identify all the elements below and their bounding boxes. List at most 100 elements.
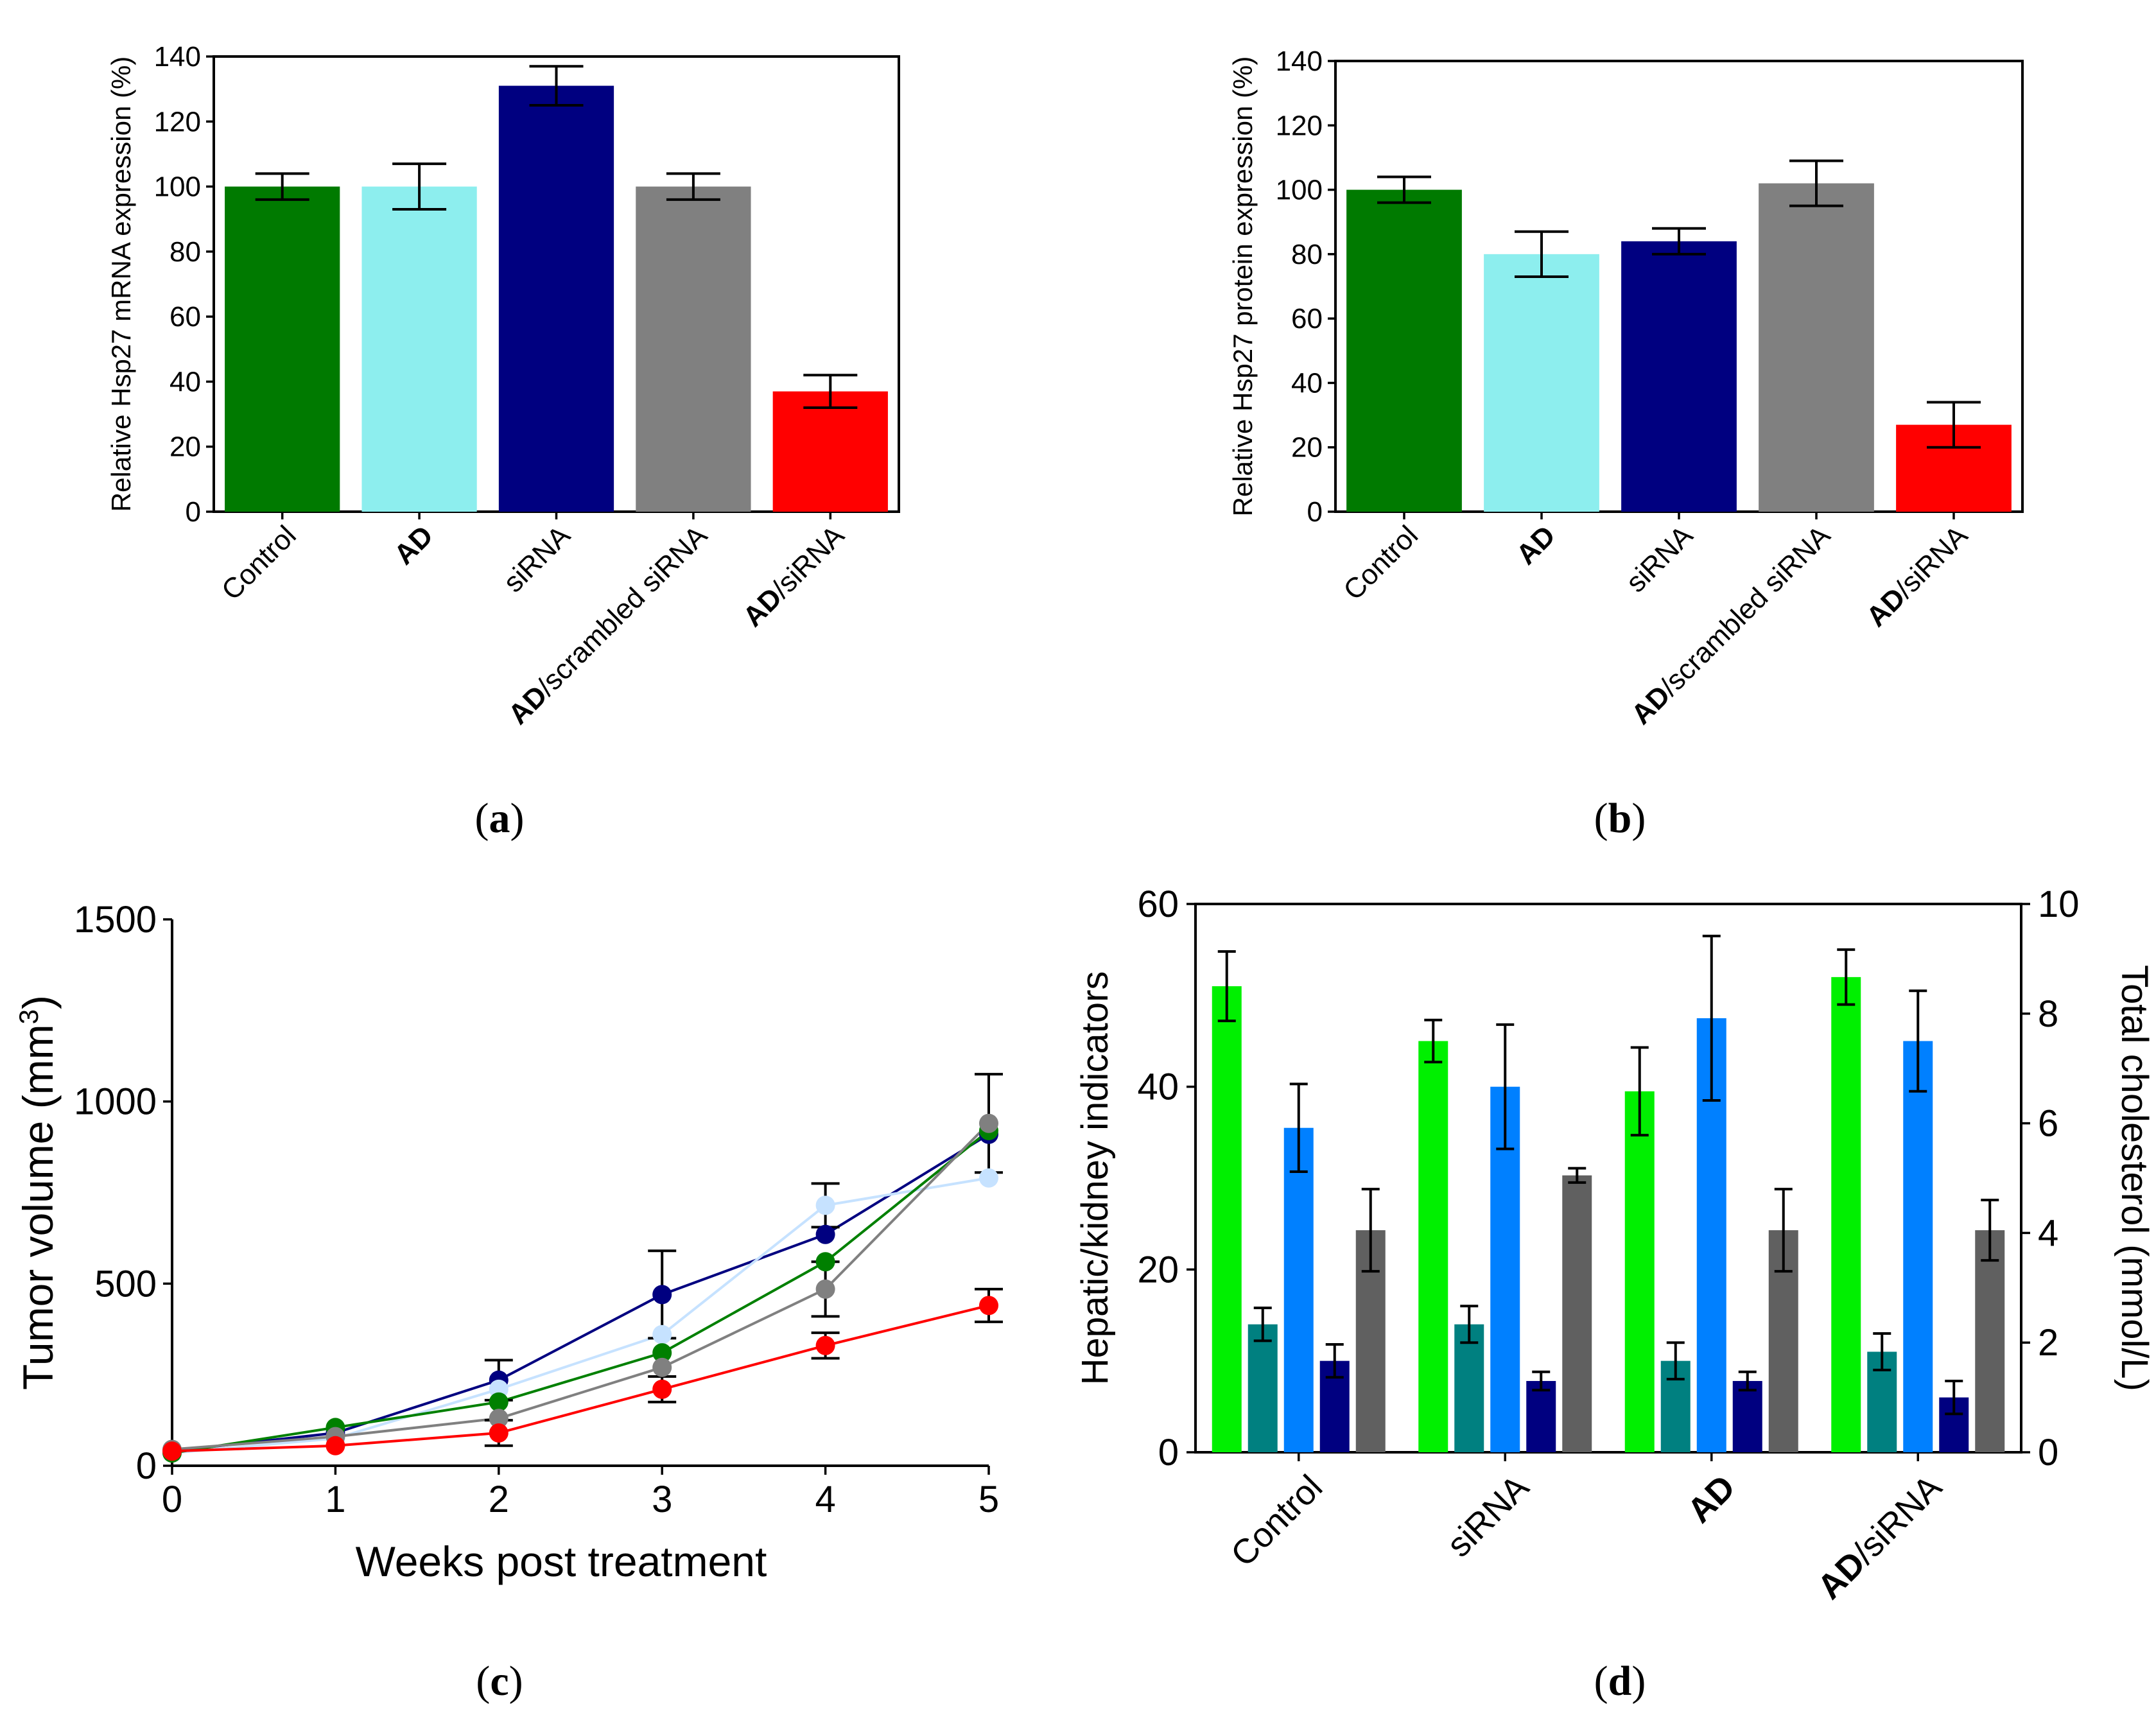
data-point-red	[326, 1436, 345, 1455]
x-tick-label: Control	[1224, 1468, 1330, 1574]
series-line-red	[171, 1304, 989, 1453]
y-tick-label-right: 4	[2038, 1212, 2058, 1254]
panel-label-close: )	[510, 795, 525, 842]
y-tick-label: 20	[1291, 432, 1323, 464]
x-tick-label-bold: AD	[1680, 1468, 1743, 1531]
y-tick-label-left: 0	[1158, 1432, 1179, 1473]
data-point-lightblue	[979, 1168, 998, 1188]
bar-3	[1621, 241, 1737, 512]
x-tick-label-rest: Control	[1337, 519, 1424, 606]
y-tick-label: 500	[94, 1263, 157, 1305]
bar-1	[1346, 189, 1462, 512]
panel-label: (d)	[1594, 1658, 1646, 1705]
data-point-grey	[652, 1357, 672, 1377]
bar-dark-grey	[1975, 1230, 2005, 1452]
data-point-lightblue	[815, 1195, 835, 1215]
data-point-grey	[489, 1409, 509, 1429]
panel-label-letter: a	[489, 795, 510, 842]
panel-label-close: )	[1631, 1658, 1646, 1705]
y-axis-label-main: Tumor volume (mm	[14, 1024, 62, 1390]
y-tick-label: 0	[186, 496, 201, 528]
y-axis-label: Tumor volume (mm3)	[13, 995, 62, 1390]
x-tick-label-rest: /siRNA	[1890, 519, 1974, 604]
panel-label-open: (	[1594, 1658, 1608, 1705]
x-tick-label: AD	[388, 519, 440, 571]
panel-label-open: (	[475, 795, 489, 842]
x-tick-label-rest: siRNA	[1439, 1468, 1536, 1565]
x-tick-label: AD/siRNA	[737, 519, 851, 633]
x-tick-label-rest: siRNA	[1620, 519, 1699, 598]
y-tick-label: 80	[1291, 239, 1323, 270]
series-line-grey	[171, 1122, 990, 1451]
bar-teal	[1248, 1324, 1278, 1452]
x-axis-label: Weeks post treatment	[356, 1538, 767, 1585]
panel-label-letter: c	[490, 1658, 509, 1705]
y-tick-label: 100	[154, 171, 201, 203]
data-point-green	[489, 1392, 509, 1412]
data-point-red	[489, 1423, 509, 1443]
x-tick-label: Control	[1337, 519, 1424, 606]
data-point-grey	[815, 1279, 835, 1299]
data-point-green	[815, 1252, 835, 1272]
y-tick-label: 80	[170, 236, 201, 268]
x-tick-label: siRNA	[498, 519, 577, 598]
y-axis-label: Relative Hsp27 mRNA expression (%)	[106, 56, 136, 512]
y-tick-label: 1500	[74, 899, 157, 941]
y-tick-label: 0	[1307, 496, 1323, 528]
bar-bright-green	[1212, 986, 1242, 1452]
bar-navy	[1732, 1380, 1762, 1452]
x-tick-label: AD	[1510, 519, 1561, 571]
x-tick-label-rest: siRNA	[498, 519, 577, 598]
x-tick-label-rest: /siRNA	[766, 519, 851, 604]
bar-4	[636, 186, 751, 512]
y-tick-label-left: 40	[1137, 1066, 1179, 1108]
series-line-green	[171, 1129, 990, 1455]
y-tick-label: 100	[1276, 175, 1323, 206]
x-tick-label-rest: Control	[216, 519, 302, 606]
bar-2	[1484, 254, 1599, 512]
y-axis-label-right: Total cholesterol (mmol/L)	[2114, 965, 2155, 1391]
y-tick-label: 40	[1291, 367, 1323, 399]
panel-c: 0 500 1000 1500 0 1 2 3 4 5 Weeks post treatment Tu…	[13, 899, 1003, 1705]
panel-label: (c)	[476, 1658, 523, 1705]
panel-label-close: )	[1631, 795, 1646, 842]
panel-label-open: (	[476, 1658, 490, 1705]
x-tick-label: 2	[489, 1479, 509, 1520]
series-line-lightblue	[171, 1176, 989, 1455]
panel-label: (b)	[1594, 795, 1646, 842]
y-axis-label-end: )	[14, 995, 62, 1009]
panel-label-letter: b	[1608, 795, 1632, 842]
x-tick-label: siRNA	[1439, 1468, 1536, 1565]
y-axis-label: Relative Hsp27 protein expression (%)	[1228, 56, 1258, 517]
x-tick-label-rest: Control	[1224, 1468, 1330, 1574]
y-tick-label-right: 10	[2038, 883, 2080, 925]
y-tick-label: 0	[136, 1445, 157, 1487]
bar-teal	[1454, 1324, 1484, 1452]
y-tick-label: 60	[1291, 303, 1323, 334]
bar-3	[498, 85, 614, 512]
y-tick-label: 20	[170, 431, 201, 463]
bar-dark-grey	[1562, 1175, 1592, 1452]
x-tick-label: AD/siRNA	[1861, 519, 1974, 633]
x-tick-label-bold: AD	[1510, 519, 1561, 571]
x-tick-label: 3	[652, 1479, 672, 1520]
bar-bright-green	[1418, 1041, 1448, 1452]
data-point-green	[652, 1343, 672, 1363]
x-tick-label: AD/siRNA	[1810, 1468, 1949, 1606]
bar-bright-green	[1831, 977, 1861, 1452]
x-tick-label-rest: /siRNA	[1846, 1468, 1949, 1571]
x-tick-label: Control	[216, 519, 302, 606]
y-tick-label: 140	[154, 41, 201, 73]
y-tick-label: 60	[170, 301, 201, 333]
y-tick-label: 120	[1276, 110, 1323, 141]
y-tick-label: 120	[154, 106, 201, 137]
plot-frame	[1194, 903, 2022, 1454]
data-point-navy	[815, 1224, 835, 1244]
data-point-navy	[652, 1285, 672, 1305]
bar-1	[225, 186, 340, 512]
x-tick-label-bold: AD	[388, 519, 440, 571]
data-point-lightblue	[652, 1325, 672, 1344]
y-tick-label-left: 20	[1137, 1249, 1179, 1290]
